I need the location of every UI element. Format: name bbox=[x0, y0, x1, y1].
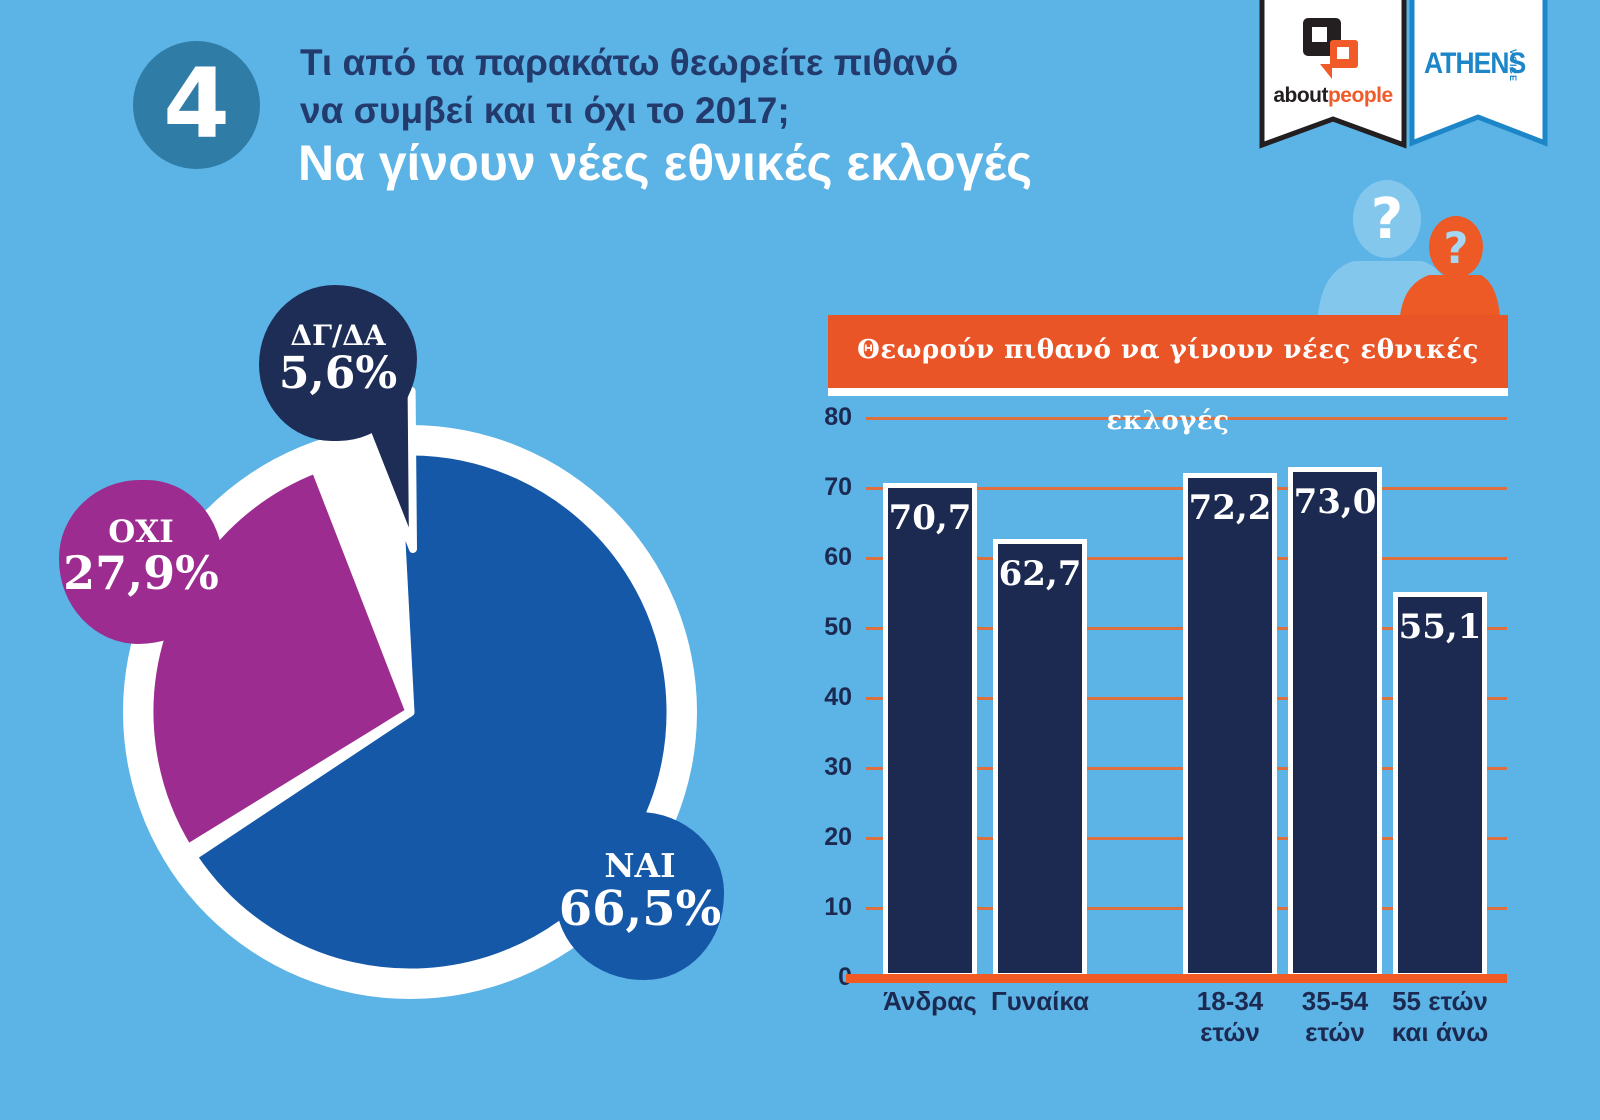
bar-chart-title-banner: Θεωρούν πιθανό να γίνουν νέες εθνικές εκ… bbox=[828, 315, 1508, 436]
y-axis-label-40: 40 bbox=[824, 683, 852, 711]
pie-label-oxi: ΟΧΙ 27,9% bbox=[59, 480, 223, 644]
pie-label-dgda: ΔΓ/ΔΑ 5,6% bbox=[259, 285, 417, 441]
figure-blue-head bbox=[1353, 180, 1421, 258]
athens-voice-vertical-text: VOICE bbox=[1508, 49, 1518, 83]
x-axis-label-35-54 ετών: 35-54 ετών bbox=[1260, 986, 1410, 1048]
bar-value-label: 55,1 bbox=[1398, 607, 1482, 648]
y-axis-label-10: 10 bbox=[824, 893, 852, 921]
bar-18-34 ετών: 72,2 bbox=[1183, 472, 1277, 978]
x-axis-label-line: 35-54 bbox=[1301, 986, 1369, 1016]
bar-value-label: 72,2 bbox=[1188, 487, 1272, 528]
pie-label-oxi-name: ΟΧΙ bbox=[108, 514, 174, 550]
x-axis-label-line: και άνω bbox=[1391, 1017, 1489, 1047]
x-axis-label-line: ετών bbox=[1305, 1017, 1365, 1047]
question-mark-icon: ? bbox=[1444, 224, 1469, 274]
pie-label-dgda-value: 5,6% bbox=[278, 348, 398, 399]
y-axis-label-20: 20 bbox=[824, 823, 852, 851]
aboutpeople-logo-part1: about bbox=[1273, 84, 1328, 107]
bar-value-label: 70,7 bbox=[888, 498, 972, 539]
bar-Γυναίκα: 62,7 bbox=[993, 539, 1087, 978]
y-axis-label-0: 0 bbox=[790, 963, 852, 992]
question-number-badge: 4 bbox=[133, 41, 260, 169]
y-axis-label-70: 70 bbox=[824, 473, 852, 501]
x-axis-label-55 ετών και άνω: 55 ετών και άνω bbox=[1365, 986, 1515, 1048]
x-axis-label-line: ετών bbox=[1200, 1017, 1260, 1047]
x-axis-label-Γυναίκα: Γυναίκα bbox=[965, 986, 1115, 1017]
page-title-line2: να συμβεί και τι όχι το 2017; bbox=[300, 90, 790, 131]
bar-value-label: 62,7 bbox=[998, 554, 1082, 595]
athensvoice-ribbon bbox=[1409, 0, 1548, 147]
y-axis-label-80: 80 bbox=[824, 403, 852, 431]
page-subtitle: Να γίνουν νέες εθνικές εκλογές bbox=[298, 135, 1033, 191]
pie-label-oxi-value: 27,9% bbox=[63, 546, 219, 600]
y-axis-label-60: 60 bbox=[824, 543, 852, 571]
y-axis-label-50: 50 bbox=[824, 613, 852, 641]
aboutpeople-logo-part2: people bbox=[1327, 84, 1393, 107]
gridline-y80 bbox=[866, 417, 1507, 420]
bar-35-54 ετών: 73,0 bbox=[1288, 467, 1382, 978]
question-mark-icon: ? bbox=[1371, 187, 1403, 252]
x-axis-label-line: 55 ετών bbox=[1392, 986, 1488, 1016]
x-axis-label-line: Άνδρας bbox=[883, 986, 977, 1016]
x-axis-label-18-34 ετών: 18-34 ετών bbox=[1155, 986, 1305, 1048]
bar-value-label: 73,0 bbox=[1293, 482, 1377, 522]
figure-orange-head bbox=[1429, 216, 1483, 278]
athens-logo-text: ATHENS bbox=[1424, 47, 1526, 80]
aboutpeople-logo-text: aboutpeople bbox=[1262, 84, 1404, 108]
pie-label-nai: ΝΑΙ 66,5% bbox=[556, 812, 724, 980]
logo-ribbons bbox=[1259, 0, 1548, 149]
bar-55 ετών και άνω: 55,1 bbox=[1393, 592, 1487, 978]
pie-label-dgda-name: ΔΓ/ΔΑ bbox=[290, 319, 386, 352]
aboutpeople-ribbon bbox=[1259, 0, 1407, 149]
pie-label-nai-name: ΝΑΙ bbox=[604, 846, 676, 885]
x-axis-label-line: 18-34 bbox=[1196, 986, 1264, 1016]
page-title-line1: Τι από τα παρακάτω θεωρείτε πιθανό bbox=[300, 42, 959, 83]
bar-Άνδρας: 70,7 bbox=[883, 483, 977, 978]
pie-label-nai-value: 66,5% bbox=[558, 881, 722, 937]
pie-chart bbox=[123, 387, 697, 999]
x-axis-label-Άνδρας: Άνδρας bbox=[855, 986, 1005, 1017]
aboutpeople-logo-icon bbox=[1303, 18, 1358, 79]
x-axis-label-line: Γυναίκα bbox=[990, 986, 1090, 1016]
y-axis-label-30: 30 bbox=[824, 753, 852, 781]
x-axis-baseline bbox=[846, 974, 1507, 983]
